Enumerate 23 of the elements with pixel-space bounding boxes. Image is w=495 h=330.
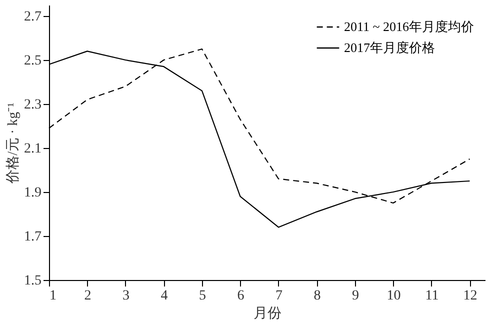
- y-tick-label: 2.5: [24, 54, 42, 68]
- x-tick-label: 9: [352, 288, 359, 304]
- x-tick-label: 7: [275, 288, 282, 304]
- x-tick-label: 12: [463, 288, 478, 304]
- y-tick-label: 2.7: [24, 10, 42, 24]
- legend-label: 2011 ~ 2016年月度均价: [344, 19, 474, 34]
- y-tick-label: 2.1: [24, 142, 42, 156]
- y-axis-title: 价格/元 · kg⁻¹: [5, 102, 21, 184]
- x-tick-label: 6: [237, 288, 244, 304]
- y-tick-label: 1.5: [24, 274, 42, 288]
- legend-label: 2017年月度价格: [344, 40, 435, 55]
- y-tick-label: 1.9: [24, 186, 42, 200]
- x-tick-label: 5: [198, 288, 206, 304]
- x-tick-label: 10: [386, 288, 401, 304]
- x-tick-label: 2: [84, 288, 92, 304]
- y-tick-label: 1.7: [24, 230, 42, 244]
- x-tick-label: 8: [314, 288, 321, 304]
- x-tick-label: 1: [50, 288, 56, 304]
- x-axis-title: 月份: [254, 306, 282, 322]
- x-tick-label: 11: [425, 288, 439, 304]
- x-tick-label: 4: [160, 288, 168, 304]
- x-tick-label: 3: [122, 288, 130, 304]
- y-tick-label: 2.3: [24, 98, 42, 112]
